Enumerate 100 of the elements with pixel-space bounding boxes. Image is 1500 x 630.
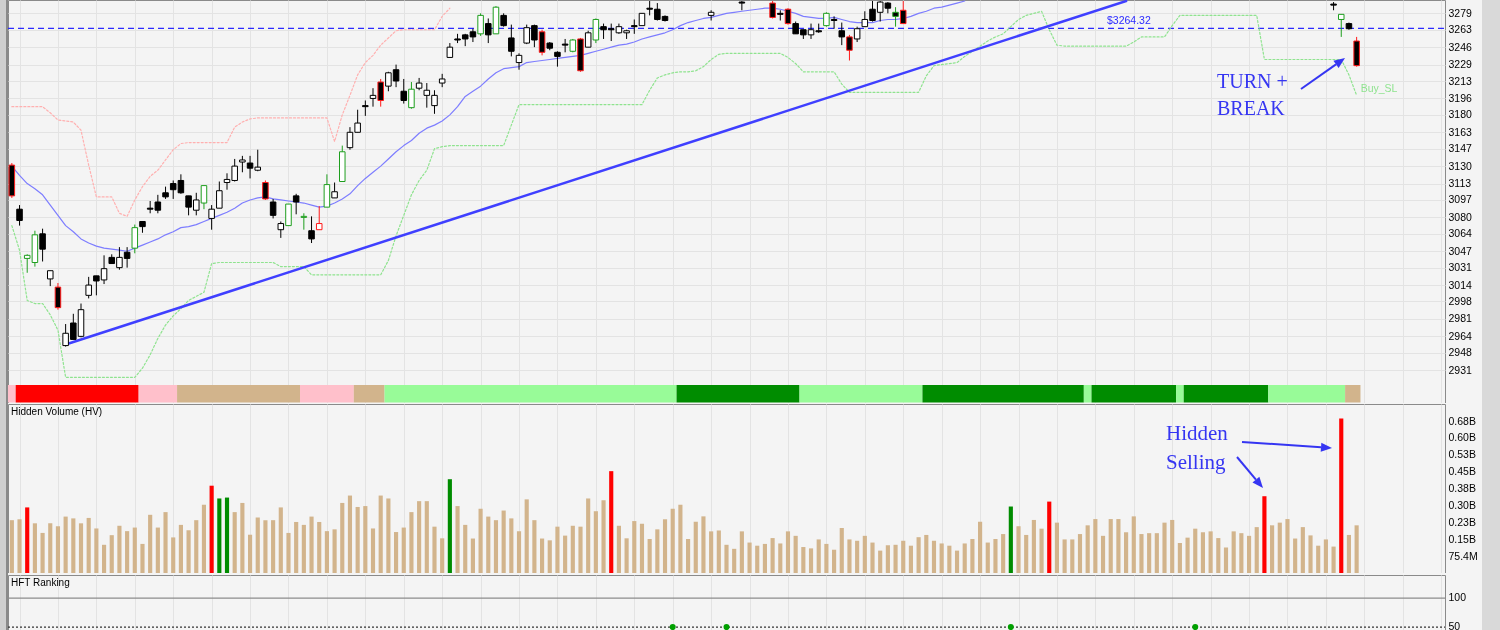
bar <box>839 528 844 573</box>
bar <box>155 527 160 573</box>
bar <box>1316 545 1321 573</box>
bar <box>655 529 660 573</box>
candlestick <box>515 52 523 71</box>
bar <box>294 521 299 573</box>
bar <box>609 471 614 573</box>
bar <box>109 535 114 573</box>
bar <box>447 479 452 573</box>
bar <box>1054 522 1060 573</box>
bar <box>209 485 214 573</box>
bar <box>724 544 729 573</box>
bar <box>194 520 199 573</box>
bar <box>232 512 237 573</box>
bar <box>563 535 568 573</box>
y-tick-label: 3047 <box>1448 244 1473 257</box>
candlestick <box>208 204 215 231</box>
bar <box>201 504 207 573</box>
bar <box>616 525 621 573</box>
y-tick-label: 0.15B <box>1448 532 1476 545</box>
y-tick-label: 0.45B <box>1448 465 1476 478</box>
bar <box>509 518 514 573</box>
bar <box>263 520 268 573</box>
bar <box>1300 527 1305 573</box>
bar <box>801 547 806 573</box>
y-tick-label: 0.30B <box>1448 498 1476 511</box>
bar <box>1147 533 1152 573</box>
bar <box>947 545 952 573</box>
bar <box>94 528 99 573</box>
bar <box>286 532 291 573</box>
bar <box>332 529 337 573</box>
bar <box>570 525 575 573</box>
candlestick <box>707 9 715 22</box>
bar <box>686 538 691 573</box>
bar <box>647 538 652 573</box>
bar <box>993 538 998 573</box>
bar <box>1200 532 1206 573</box>
bar <box>486 516 491 573</box>
bar <box>516 531 522 573</box>
candlestick <box>408 81 415 110</box>
bar <box>117 525 122 573</box>
bar <box>693 521 698 573</box>
bar <box>732 548 737 573</box>
bar <box>1208 531 1213 573</box>
bar <box>1323 539 1328 573</box>
bar <box>1346 534 1352 573</box>
candlestick <box>477 12 484 37</box>
bar <box>17 519 22 573</box>
bar <box>862 535 867 573</box>
bar <box>639 523 645 573</box>
candlestick <box>508 24 515 57</box>
bar <box>32 523 37 573</box>
bar <box>278 507 283 573</box>
bar <box>1231 531 1236 573</box>
annotation: TURN + BREAK <box>1217 69 1289 121</box>
bar <box>125 531 130 573</box>
bar <box>916 537 921 573</box>
bar <box>624 538 629 573</box>
y-tick-label: 3147 <box>1448 142 1473 155</box>
bar <box>1131 516 1136 573</box>
y-tick-label: 3279 <box>1448 6 1473 19</box>
y-tick-label: 3080 <box>1448 210 1473 223</box>
bar <box>355 506 360 573</box>
y-tick-label: 3213 <box>1448 74 1473 87</box>
candlestick <box>216 181 223 209</box>
y-tick-label: 3246 <box>1448 40 1473 53</box>
bar <box>670 508 675 573</box>
candlestick <box>292 193 300 215</box>
bar <box>301 524 306 573</box>
bar <box>171 537 176 573</box>
chart-title: Hidden Volume (HV) <box>11 406 103 417</box>
bar <box>978 521 983 573</box>
y-tick-label: 0.53B <box>1448 448 1476 461</box>
candlestick <box>54 282 62 311</box>
bar <box>470 538 475 573</box>
y-tick-label: 3196 <box>1448 91 1473 104</box>
y-tick-label: 3113 <box>1448 177 1472 190</box>
y-tick-label: 3229 <box>1448 58 1473 71</box>
y-tick-label: 3064 <box>1448 227 1473 240</box>
y-tick-label: 3097 <box>1448 193 1473 206</box>
bar <box>709 531 714 573</box>
bar <box>1216 538 1221 573</box>
bar <box>140 543 145 573</box>
bar <box>409 512 414 573</box>
y-tick-label: 3031 <box>1448 261 1473 274</box>
bar <box>847 539 852 573</box>
bar <box>793 535 798 573</box>
bar <box>885 545 890 573</box>
candlestick <box>131 224 139 254</box>
y-tick-label: 2998 <box>1448 294 1473 307</box>
bar <box>1285 519 1290 573</box>
y-tick-label: 2948 <box>1448 346 1473 359</box>
bar <box>440 538 445 573</box>
bar <box>9 520 14 573</box>
bar <box>240 502 245 573</box>
bar <box>586 498 591 573</box>
y-tick-label: 3130 <box>1448 159 1473 172</box>
bar <box>463 524 468 573</box>
bar <box>701 516 706 573</box>
bar <box>901 540 906 573</box>
